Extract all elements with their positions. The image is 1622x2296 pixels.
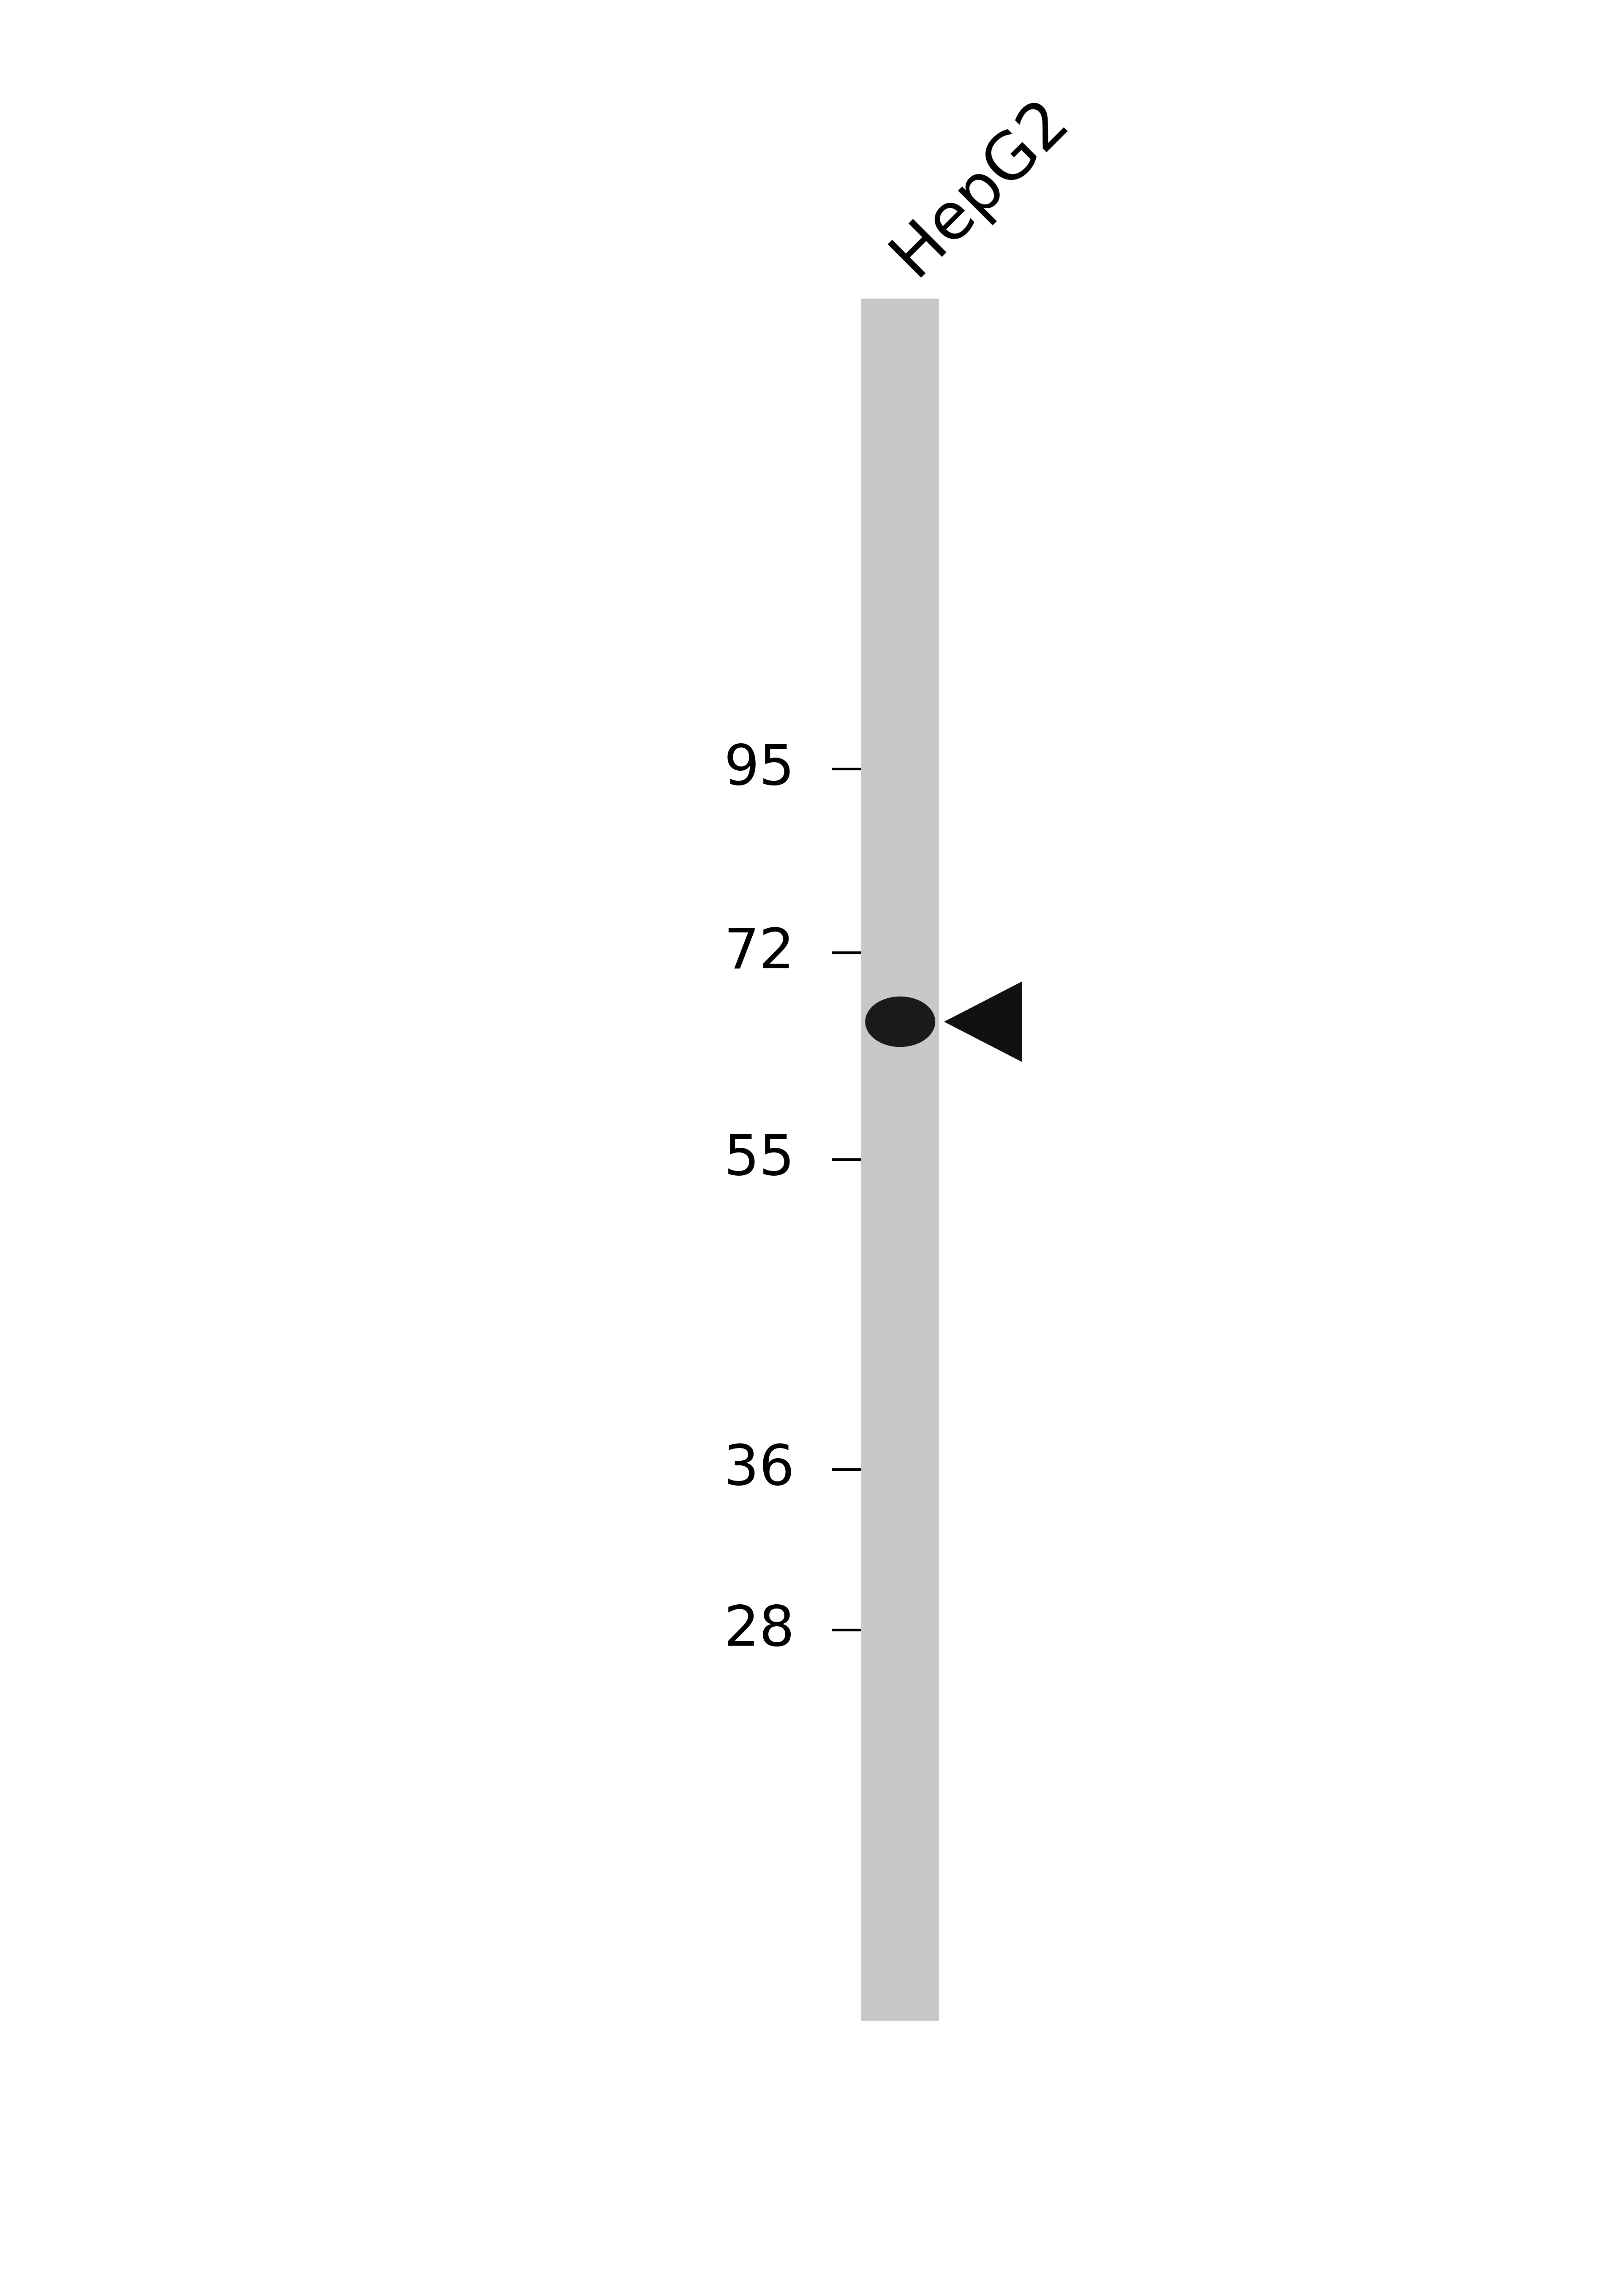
Text: 36: 36: [723, 1442, 795, 1497]
Polygon shape: [944, 983, 1022, 1061]
Text: 55: 55: [723, 1132, 795, 1187]
Text: 28: 28: [723, 1603, 795, 1658]
Text: 95: 95: [723, 742, 795, 797]
Text: HepG2: HepG2: [881, 87, 1080, 287]
Ellipse shape: [865, 996, 936, 1047]
Bar: [861, 298, 939, 2020]
Text: 72: 72: [723, 925, 795, 980]
